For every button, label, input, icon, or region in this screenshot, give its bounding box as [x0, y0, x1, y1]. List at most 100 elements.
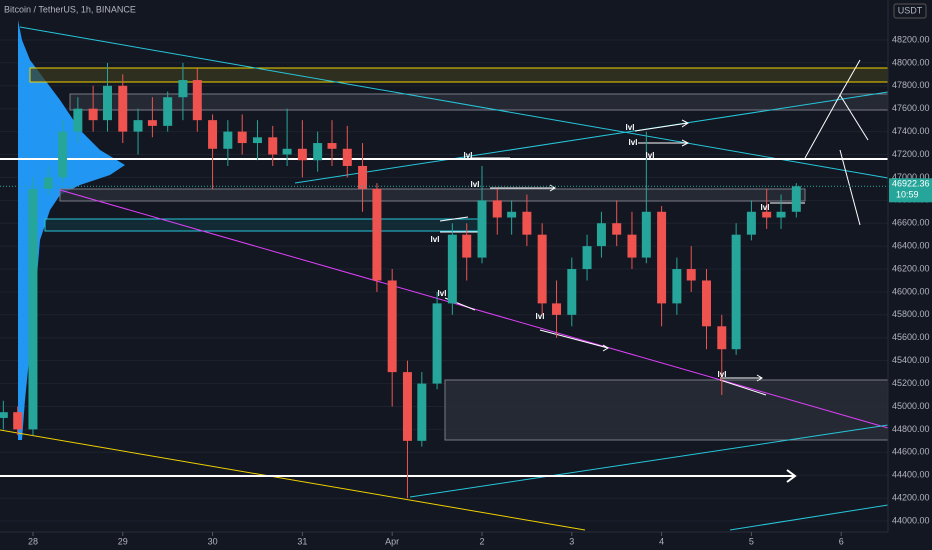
candle-body	[28, 188, 38, 430]
trend-line	[729, 504, 889, 531]
annotation: lvl	[626, 123, 635, 132]
candle-body	[567, 269, 577, 315]
price-tag	[889, 178, 932, 203]
y-tick-label: 45000.00	[892, 401, 930, 411]
countdown: 10:59	[896, 190, 919, 200]
annotation: lvl	[718, 370, 727, 379]
candle-body	[462, 234, 472, 258]
candle-body	[342, 148, 352, 166]
currency: USDT	[898, 5, 923, 15]
annotation: lvl	[536, 312, 545, 321]
candle-body	[192, 80, 202, 121]
candle-body	[731, 234, 741, 350]
candle-body	[447, 234, 457, 304]
candle-body	[746, 211, 756, 235]
candle-body	[223, 131, 233, 149]
annotation: lvl	[646, 151, 655, 160]
arrow	[439, 59, 869, 396]
candle-body	[252, 137, 262, 144]
candle-body	[492, 200, 502, 218]
y-tick-label: 45200.00	[892, 378, 930, 388]
candle-body	[282, 148, 292, 155]
candle-body	[537, 234, 547, 304]
trend-line	[59, 189, 889, 429]
y-tick-label: 44600.00	[892, 447, 930, 457]
candle-body	[686, 269, 696, 281]
chart-title: Bitcoin / TetherUS, 1h, BINANCE	[4, 4, 136, 14]
candle-body	[178, 80, 188, 98]
volume-profile	[18, 20, 125, 440]
x-tick-label: Apr	[385, 536, 399, 546]
candle-body	[13, 412, 23, 430]
candle-body	[522, 211, 532, 235]
candle-body	[372, 188, 382, 281]
candle-body	[358, 165, 368, 189]
y-tick-label: 47200.00	[892, 149, 930, 159]
candle-body	[702, 280, 711, 327]
x-tick-label: 5	[749, 536, 754, 546]
x-tick-label: 31	[297, 536, 307, 546]
arrow	[0, 469, 797, 483]
candle-body	[43, 177, 53, 189]
y-tick-label: 47000.00	[892, 172, 930, 182]
candle-body	[0, 412, 8, 418]
y-tick-label: 44800.00	[892, 424, 930, 434]
zone	[44, 218, 481, 232]
candle-body	[507, 211, 517, 218]
price-label: 46922.36	[892, 179, 930, 189]
y-tick-label: 45600.00	[892, 332, 930, 342]
candle-body	[163, 97, 173, 126]
candle-body	[103, 85, 112, 121]
candle-body	[596, 223, 606, 247]
candle-body	[776, 211, 786, 218]
candle-body	[118, 85, 128, 132]
candle-body	[208, 120, 218, 149]
annotation: lvl	[431, 235, 440, 244]
drawings	[0, 20, 889, 531]
y-tick-label: 48000.00	[892, 57, 930, 67]
y-tick-label: 45800.00	[892, 309, 930, 319]
candle-body	[762, 211, 772, 218]
candle-body	[237, 131, 247, 144]
candle-body	[612, 223, 622, 235]
candle-body	[327, 143, 337, 149]
y-tick-label: 47600.00	[892, 103, 930, 113]
candles	[0, 62, 801, 499]
x-tick-label: 4	[659, 536, 664, 546]
trend-line	[294, 91, 889, 184]
y-tick-label: 47400.00	[892, 126, 930, 136]
x-tick-label: 29	[118, 536, 128, 546]
candle-body	[627, 234, 637, 258]
candle-body	[313, 143, 323, 161]
candle-body	[672, 269, 682, 304]
trend-line	[0, 429, 586, 531]
annotation: lvl	[761, 203, 770, 212]
annotation: lvl	[464, 151, 473, 160]
candle-body	[133, 120, 143, 132]
currency-box	[893, 3, 927, 19]
trend-line	[409, 424, 889, 498]
candle-body	[717, 326, 727, 350]
x-tick-label: 30	[208, 536, 218, 546]
zone	[69, 93, 889, 111]
annotation: lvl	[438, 289, 447, 298]
candle-body	[147, 120, 157, 126]
x-tick-label: 28	[28, 536, 38, 546]
candle-body	[402, 372, 412, 441]
candle-body	[73, 108, 83, 132]
y-tick-label: 47800.00	[892, 80, 930, 90]
y-tick-label: 46400.00	[892, 241, 930, 251]
y-tick-label: 46600.00	[892, 218, 930, 228]
candle-body	[791, 186, 801, 212]
x-tick-label: 3	[569, 536, 574, 546]
candle-body	[58, 131, 68, 178]
y-tick-label: 48200.00	[892, 34, 930, 44]
trend-line	[19, 26, 889, 179]
y-tick-label: 46000.00	[892, 286, 930, 296]
x-tick-label: 2	[479, 536, 484, 546]
annotation: lvl	[629, 138, 638, 147]
y-tick-label: 44000.00	[892, 515, 930, 525]
candle-body	[88, 108, 98, 121]
y-tick-label: 46200.00	[892, 263, 930, 273]
